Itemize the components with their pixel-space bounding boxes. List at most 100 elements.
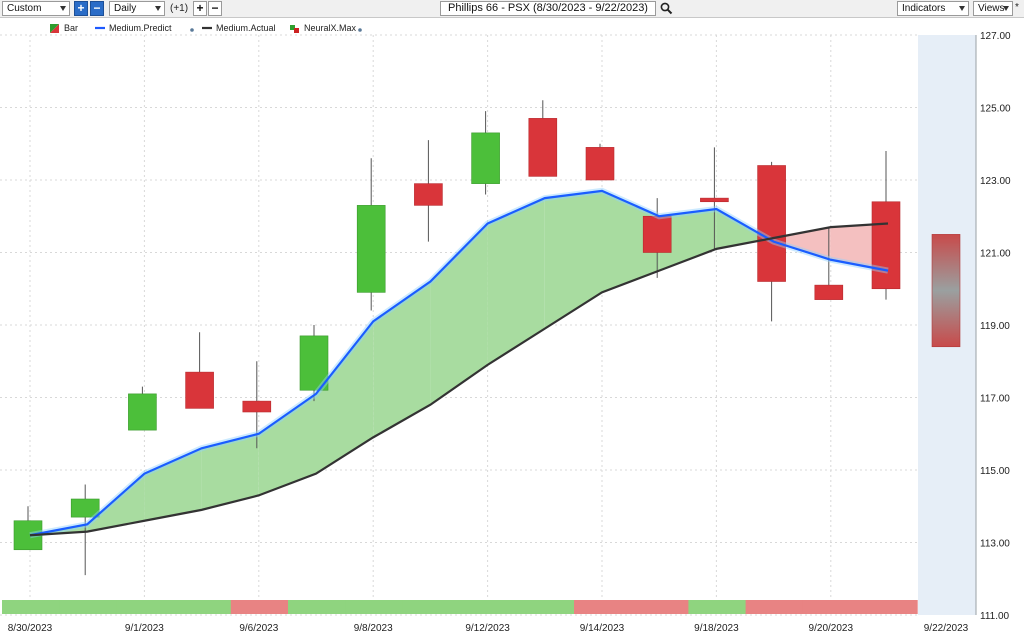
x-tick-label: 9/20/2023 (809, 623, 854, 634)
candle-body (871, 201, 901, 290)
candle[interactable] (528, 100, 558, 177)
candle-body (356, 205, 386, 293)
period-select[interactable]: Daily (109, 1, 165, 16)
indicators-select[interactable]: Indicators (897, 1, 969, 16)
candles (13, 100, 901, 576)
views-select[interactable]: Views (973, 1, 1013, 16)
neuralx-max-range[interactable] (931, 234, 961, 348)
minus-icon: − (211, 1, 219, 15)
indicator-lines (29, 187, 889, 539)
signal-segment (802, 600, 861, 614)
candle[interactable] (700, 147, 729, 249)
template-select-value: Custom (7, 3, 42, 14)
chevron-down-icon (959, 6, 965, 11)
template-select[interactable]: Custom (2, 1, 70, 16)
neuralx-legend-icon (294, 28, 299, 33)
candle[interactable] (185, 332, 214, 409)
neuralx-max (931, 234, 961, 348)
signal-segment (345, 600, 403, 614)
candle[interactable] (814, 227, 844, 300)
legend-item[interactable]: Medium.Predict (95, 23, 194, 33)
views-select-value: Views (978, 3, 1005, 14)
price-chart[interactable]: 111.00 113.00 115.00 117.00 119.00 121.00 123.… (0, 18, 1024, 639)
legend-settings-dot-icon[interactable] (358, 28, 362, 32)
x-tick-label: 9/14/2023 (580, 623, 625, 634)
signal-segment (402, 600, 461, 614)
signal-segment (59, 600, 117, 614)
offset-decrease-button[interactable]: − (208, 1, 222, 16)
signal-segment (688, 600, 747, 614)
candle[interactable] (757, 161, 786, 322)
candle-body (299, 335, 329, 391)
remove-button[interactable]: − (90, 1, 104, 16)
legend-settings-dot-icon[interactable] (190, 28, 194, 32)
candle[interactable] (414, 140, 443, 242)
prediction-fill-segment (87, 473, 145, 532)
y-tick-label: 113.00 (980, 539, 1010, 550)
indicators-select-value: Indicators (902, 3, 946, 14)
legend-item[interactable]: NeuralX.Max (290, 23, 362, 33)
prediction-fill-segment (544, 190, 602, 329)
chart-title-field[interactable]: Phillips 66 - PSX (8/30/2023 - 9/22/2023… (440, 1, 656, 16)
chart-title: Phillips 66 - PSX (8/30/2023 - 9/22/2023… (448, 2, 648, 14)
candle[interactable] (871, 151, 901, 300)
candle[interactable] (128, 386, 157, 431)
offset-text: (+1) (170, 3, 189, 14)
candle-body (757, 165, 786, 282)
period-select-value: Daily (114, 3, 137, 14)
prediction-fill-segment (773, 227, 831, 260)
candle[interactable] (585, 143, 615, 181)
chevron-down-icon (155, 6, 161, 11)
y-axis: 111.00 113.00 115.00 117.00 119.00 121.00 123.… (980, 31, 1011, 622)
candle-body (414, 183, 443, 206)
signal-segment (574, 600, 632, 614)
signal-segment (230, 600, 289, 614)
candle[interactable] (642, 198, 672, 278)
legend-item[interactable]: Medium.Actual (202, 23, 276, 33)
x-tick-label: 9/18/2023 (694, 623, 739, 634)
candle-body (700, 197, 729, 203)
candle-body (642, 215, 672, 253)
candle[interactable] (299, 325, 329, 402)
y-tick-label: 119.00 (980, 321, 1010, 332)
legend-label: NeuralX.Max (304, 23, 357, 33)
y-tick-label: 121.00 (980, 249, 1011, 260)
chevron-down-icon (60, 6, 66, 11)
plus-icon: + (77, 1, 85, 15)
candle[interactable] (70, 484, 100, 576)
x-tick-label: 9/22/2023 (924, 623, 969, 634)
legend-label: Medium.Predict (109, 23, 172, 33)
candle-body (528, 118, 558, 177)
legend-label: Bar (64, 23, 78, 33)
candle[interactable] (356, 158, 386, 311)
chevron-down-icon (1003, 6, 1009, 11)
candle[interactable] (471, 111, 500, 195)
medium-predict-line (29, 189, 889, 537)
signal-segment (516, 600, 575, 614)
offset-increase-button[interactable]: + (193, 1, 207, 16)
y-tick-label: 125.00 (980, 104, 1011, 115)
candle[interactable] (13, 506, 43, 551)
y-tick-label: 115.00 (980, 466, 1010, 477)
prediction-fill-segment (201, 433, 259, 510)
prediction-fill-segment (144, 448, 202, 521)
x-tick-label: 8/30/2023 (8, 623, 53, 634)
prediction-fill-segment (716, 209, 769, 249)
y-tick-label: 117.00 (980, 394, 1010, 405)
candle-body (814, 284, 844, 300)
y-tick-label: 111.00 (980, 611, 1010, 622)
signal-segment (631, 600, 689, 614)
signal-segment (745, 600, 804, 614)
candle-body (128, 393, 157, 431)
prediction-fill-segment (316, 321, 374, 474)
legend: Bar Medium.Predict Medium.Actual NeuralX.Ma… (50, 23, 362, 33)
legend-item[interactable]: Bar (50, 23, 78, 33)
add-button[interactable]: + (74, 1, 88, 16)
views-modified-mark: * (1015, 2, 1019, 13)
signal-segment (860, 600, 918, 614)
search-icon[interactable] (660, 2, 673, 15)
y-tick-label: 123.00 (980, 176, 1011, 187)
candle-body (242, 400, 272, 413)
signal-segment (2, 600, 60, 614)
signal-segment (459, 600, 518, 614)
